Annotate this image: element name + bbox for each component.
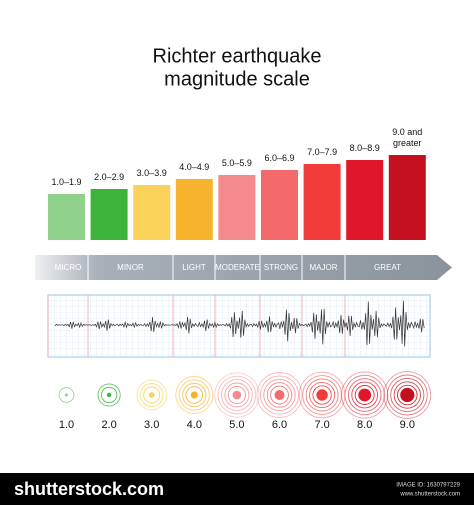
range-label: 6.0–6.9 <box>264 153 295 163</box>
ring <box>178 379 210 411</box>
class-label: STRONG <box>264 263 298 272</box>
magnitude-bar <box>175 179 213 240</box>
ring <box>139 383 164 407</box>
magnitude-bar <box>90 189 128 240</box>
ring <box>302 375 342 415</box>
magnitude-label: 3.0 <box>144 419 159 431</box>
magnitude-label: 8.0 <box>357 419 372 431</box>
magnitude-bar <box>133 185 171 240</box>
ring <box>270 385 289 405</box>
epicenter <box>232 390 242 400</box>
ring <box>221 379 253 411</box>
waveform <box>54 300 425 347</box>
ring <box>214 372 260 418</box>
ring <box>354 385 375 405</box>
footer-id: IMAGE ID: 1630797229 <box>396 483 460 489</box>
range-label: 9.0 and greater <box>392 127 423 148</box>
footer-bar <box>0 473 474 505</box>
ring <box>305 378 339 412</box>
ring <box>351 381 379 409</box>
magnitude-bar <box>303 164 341 240</box>
class-label: MICRO <box>55 263 82 272</box>
range-label: 8.0–8.9 <box>349 143 380 153</box>
ring <box>58 387 75 403</box>
ring <box>217 375 257 415</box>
range-label: 7.0–7.9 <box>307 147 338 157</box>
magnitude-bar <box>48 194 85 240</box>
ring <box>344 374 385 416</box>
ring <box>100 386 118 404</box>
range-label: 4.0–4.9 <box>179 162 210 172</box>
ring <box>341 371 389 419</box>
scale-arrow <box>35 255 452 280</box>
ring <box>347 378 382 412</box>
ring <box>97 383 121 407</box>
ring <box>312 385 332 405</box>
epicenter <box>190 391 198 399</box>
range-label: 1.0–1.9 <box>51 177 82 187</box>
epicenter <box>106 392 112 398</box>
ring <box>182 382 207 408</box>
title-line: magnitude scale <box>164 68 310 90</box>
ring <box>224 382 250 408</box>
ring <box>263 378 296 412</box>
range-label: 5.0–5.9 <box>221 158 252 168</box>
ring <box>390 377 425 413</box>
epicenter <box>274 390 285 400</box>
magnitude-bar <box>218 175 256 240</box>
title-line: Richter earthquake <box>153 45 322 67</box>
range-label: 3.0–3.9 <box>136 168 167 178</box>
footer-url: www.shutterstock.com <box>399 492 460 498</box>
ring <box>383 371 432 419</box>
epicenter <box>400 387 415 403</box>
ring <box>175 376 214 414</box>
ring <box>397 384 418 406</box>
class-label: GREAT <box>374 263 401 272</box>
epicenter <box>148 392 155 398</box>
ring <box>227 385 246 405</box>
ring <box>259 375 300 415</box>
range-label: 2.0–2.9 <box>94 172 125 182</box>
magnitude-bar <box>388 155 426 240</box>
magnitude-label: 4.0 <box>187 419 202 431</box>
magnitude-label: 7.0 <box>314 419 329 431</box>
magnitude-label: 5.0 <box>229 419 244 431</box>
epicenter <box>65 393 68 397</box>
ring <box>136 379 167 411</box>
magnitude-bar <box>346 160 384 240</box>
class-label: MAJOR <box>310 263 338 272</box>
magnitude-label: 6.0 <box>272 419 287 431</box>
magnitude-label: 9.0 <box>400 419 415 431</box>
class-label: MODERATE <box>215 263 260 272</box>
magnitude-bar <box>261 170 298 240</box>
ring <box>185 386 204 404</box>
magnitude-label: 1.0 <box>59 419 74 431</box>
ring <box>266 382 293 408</box>
epicenter <box>358 388 372 402</box>
footer-brand: shutterstock.com <box>14 479 164 499</box>
epicenter <box>316 389 328 401</box>
ring <box>143 386 161 404</box>
ring <box>393 381 421 409</box>
ring <box>386 374 428 416</box>
ring <box>256 372 303 418</box>
class-label: MINOR <box>117 263 144 272</box>
ring <box>309 381 336 409</box>
class-label: LIGHT <box>182 263 206 272</box>
magnitude-label: 2.0 <box>101 419 116 431</box>
